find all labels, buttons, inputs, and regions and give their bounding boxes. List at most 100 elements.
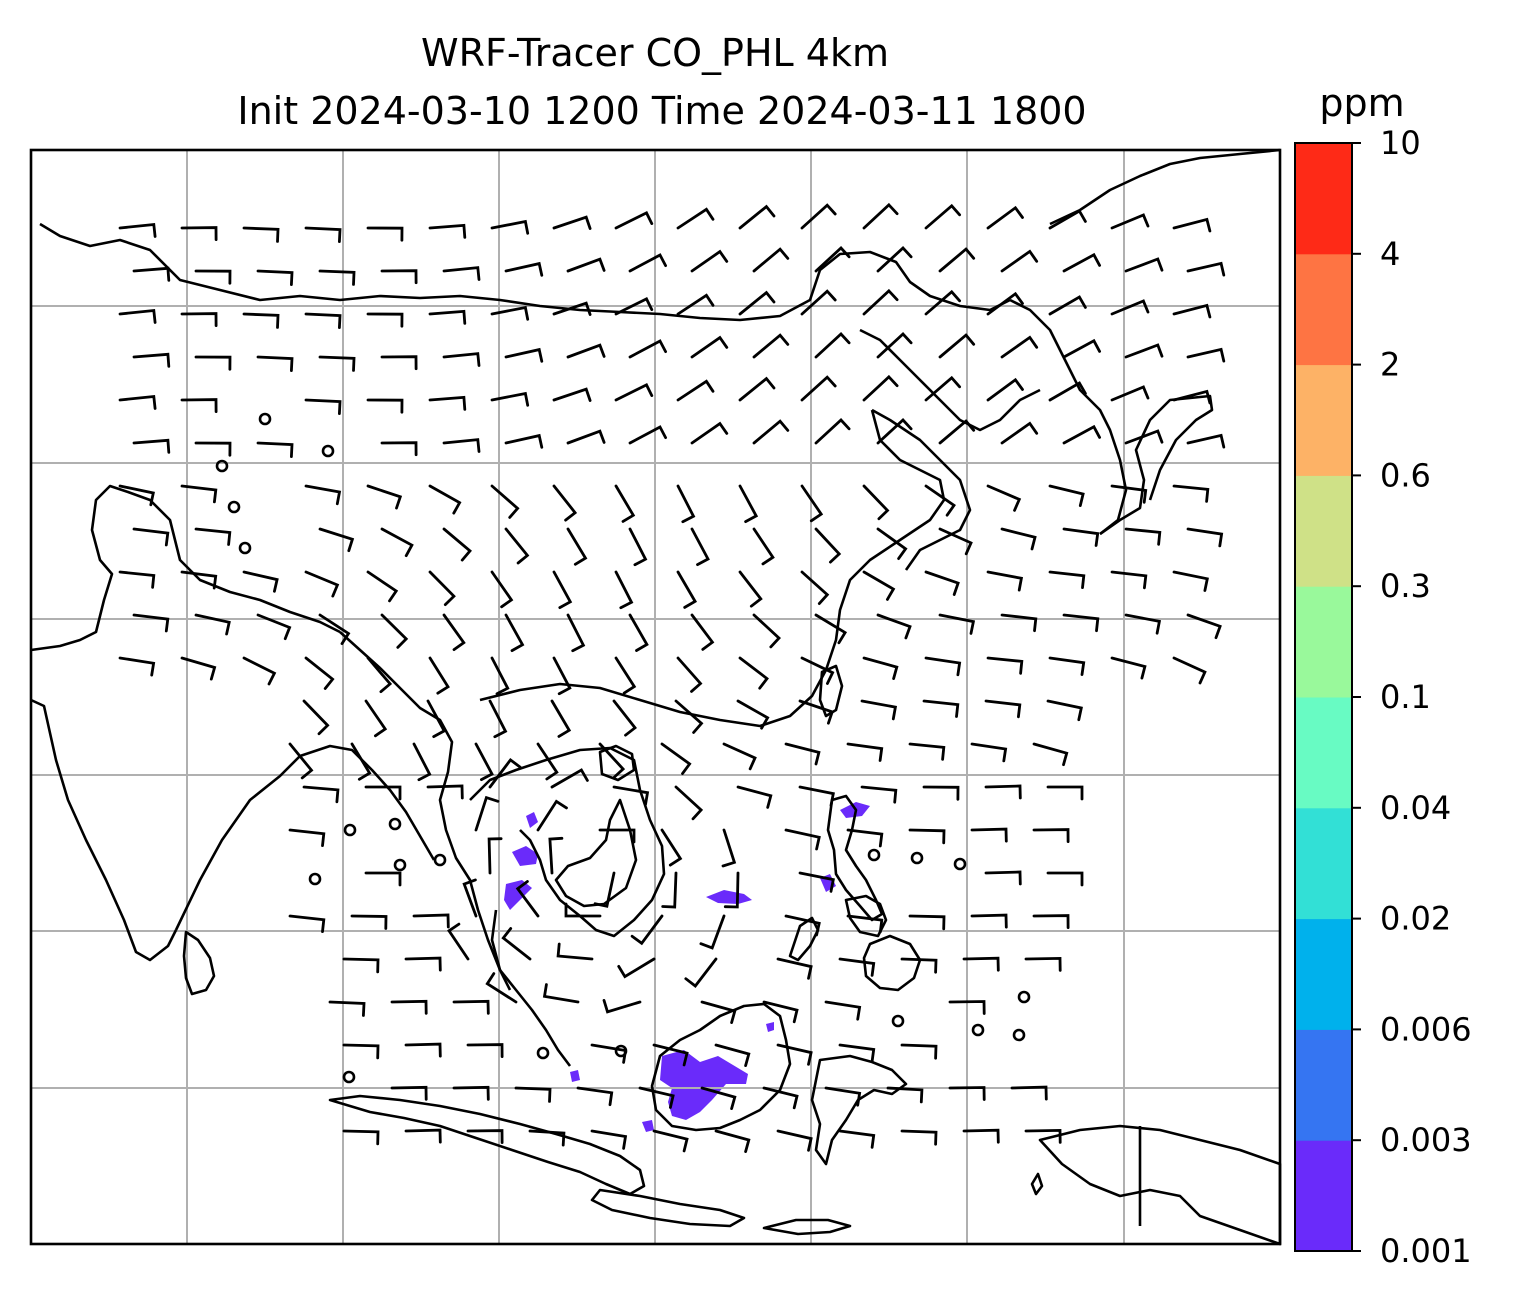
wind-barb	[242, 656, 277, 686]
wind-barb	[118, 308, 157, 324]
colorbar-tick-label: 0.006	[1380, 1010, 1472, 1048]
wind-barb	[660, 742, 692, 775]
wind-barb	[736, 699, 770, 730]
wind-barb	[838, 957, 876, 977]
wind-barb	[900, 1129, 938, 1146]
wind-barb	[970, 913, 1008, 929]
wind-barb	[550, 699, 572, 738]
wind-barb	[784, 914, 821, 937]
wind-barb	[924, 570, 960, 596]
wind-barb	[180, 398, 218, 413]
wind-barb	[846, 742, 884, 762]
wind-barb	[304, 570, 340, 598]
coastline-southern-china	[479, 409, 946, 728]
wind-barb	[838, 1129, 876, 1149]
colorbar-tick-label: 0.6	[1380, 456, 1431, 494]
colorbar-band	[1295, 697, 1352, 809]
wind-barb	[490, 656, 510, 696]
wind-barb	[364, 871, 402, 887]
wind-barb	[242, 570, 279, 593]
wind-barb	[552, 570, 573, 609]
wind-barb	[970, 742, 1008, 763]
calm-wind-marker	[1012, 1028, 1026, 1042]
wind-barb	[566, 527, 588, 566]
wind-barb	[1062, 252, 1101, 273]
wind-barb	[984, 870, 1022, 886]
colorbar-tick-label: 10	[1380, 124, 1421, 162]
wind-barb	[132, 352, 171, 368]
wind-barb	[1048, 570, 1086, 589]
wind-barb	[318, 527, 355, 553]
wind-barb	[180, 226, 218, 241]
wind-barb	[860, 699, 898, 721]
calm-wind-marker	[343, 823, 357, 837]
colorbar-unit-label: ppm	[1319, 81, 1404, 125]
wind-barb	[180, 312, 218, 327]
wind-barb	[490, 391, 530, 407]
wind-barb	[242, 226, 280, 243]
wind-barb	[908, 914, 946, 931]
wind-barb	[1186, 261, 1226, 277]
wind-barb	[714, 1043, 751, 1067]
wind-barb	[488, 757, 522, 789]
wind-barb	[442, 613, 466, 651]
coastline-mindanao	[862, 934, 922, 992]
wind-barb	[404, 956, 442, 972]
wind-barb	[194, 441, 232, 457]
wind-barb	[630, 914, 664, 946]
wind-barb	[380, 269, 418, 285]
wind-barb	[922, 699, 960, 718]
wind-barb	[442, 352, 481, 367]
tracer-patch-vietnam-1	[512, 846, 538, 866]
wind-barb	[366, 226, 404, 242]
wind-barb	[938, 419, 976, 445]
wind-barb	[814, 332, 851, 359]
wind-barb	[800, 203, 837, 230]
wind-barb	[428, 484, 462, 515]
wind-barb	[886, 1086, 924, 1104]
wind-barb	[690, 527, 710, 566]
wind-barb	[612, 785, 650, 806]
wind-barb	[862, 570, 896, 601]
wind-barb	[1024, 956, 1062, 972]
wind-barb	[924, 656, 962, 677]
wind-barb	[922, 785, 960, 801]
wind-barb	[986, 205, 1024, 230]
wind-barb	[490, 570, 514, 609]
wind-barb	[1032, 828, 1070, 843]
colorbar-band	[1295, 364, 1352, 476]
wind-barb	[256, 441, 294, 458]
wind-barb	[738, 204, 776, 230]
wind-barb	[118, 656, 156, 677]
calm-wind-marker	[1017, 990, 1031, 1004]
wind-barb	[256, 613, 292, 641]
coastlines	[30, 148, 1282, 1246]
wind-barb	[504, 347, 544, 363]
coastline-russia-far-east	[1049, 148, 1281, 226]
wind-barb	[442, 527, 472, 562]
wind-barb	[800, 656, 835, 685]
wind-barb	[242, 312, 280, 329]
wind-barb	[1186, 613, 1222, 640]
wind-barb	[722, 742, 757, 771]
calm-wind-marker	[536, 1046, 550, 1060]
calm-wind-marker	[867, 848, 881, 862]
wind-barb	[504, 261, 544, 277]
wind-barb	[614, 297, 654, 316]
wind-barb	[118, 570, 156, 589]
tracer-patch-borneo-east	[766, 1022, 774, 1032]
wind-barb	[466, 1129, 504, 1144]
wind-barb	[552, 387, 592, 402]
wind-barb	[814, 246, 851, 273]
wind-barb	[684, 957, 718, 988]
wind-barb	[342, 1043, 380, 1060]
wind-barb	[488, 699, 508, 739]
wind-barb	[846, 828, 884, 848]
colorbar: ppm 0.001 0.003 0.006 0.02 0.04 0.1 0.3 0.6 2 4 10	[1294, 81, 1472, 1270]
wind-barb	[800, 570, 830, 605]
wind-barb	[598, 742, 626, 779]
wind-barb	[304, 484, 342, 506]
wind-barb	[593, 871, 616, 908]
wind-barb	[504, 527, 530, 565]
colorbar-tick-label: 0.3	[1380, 567, 1431, 605]
